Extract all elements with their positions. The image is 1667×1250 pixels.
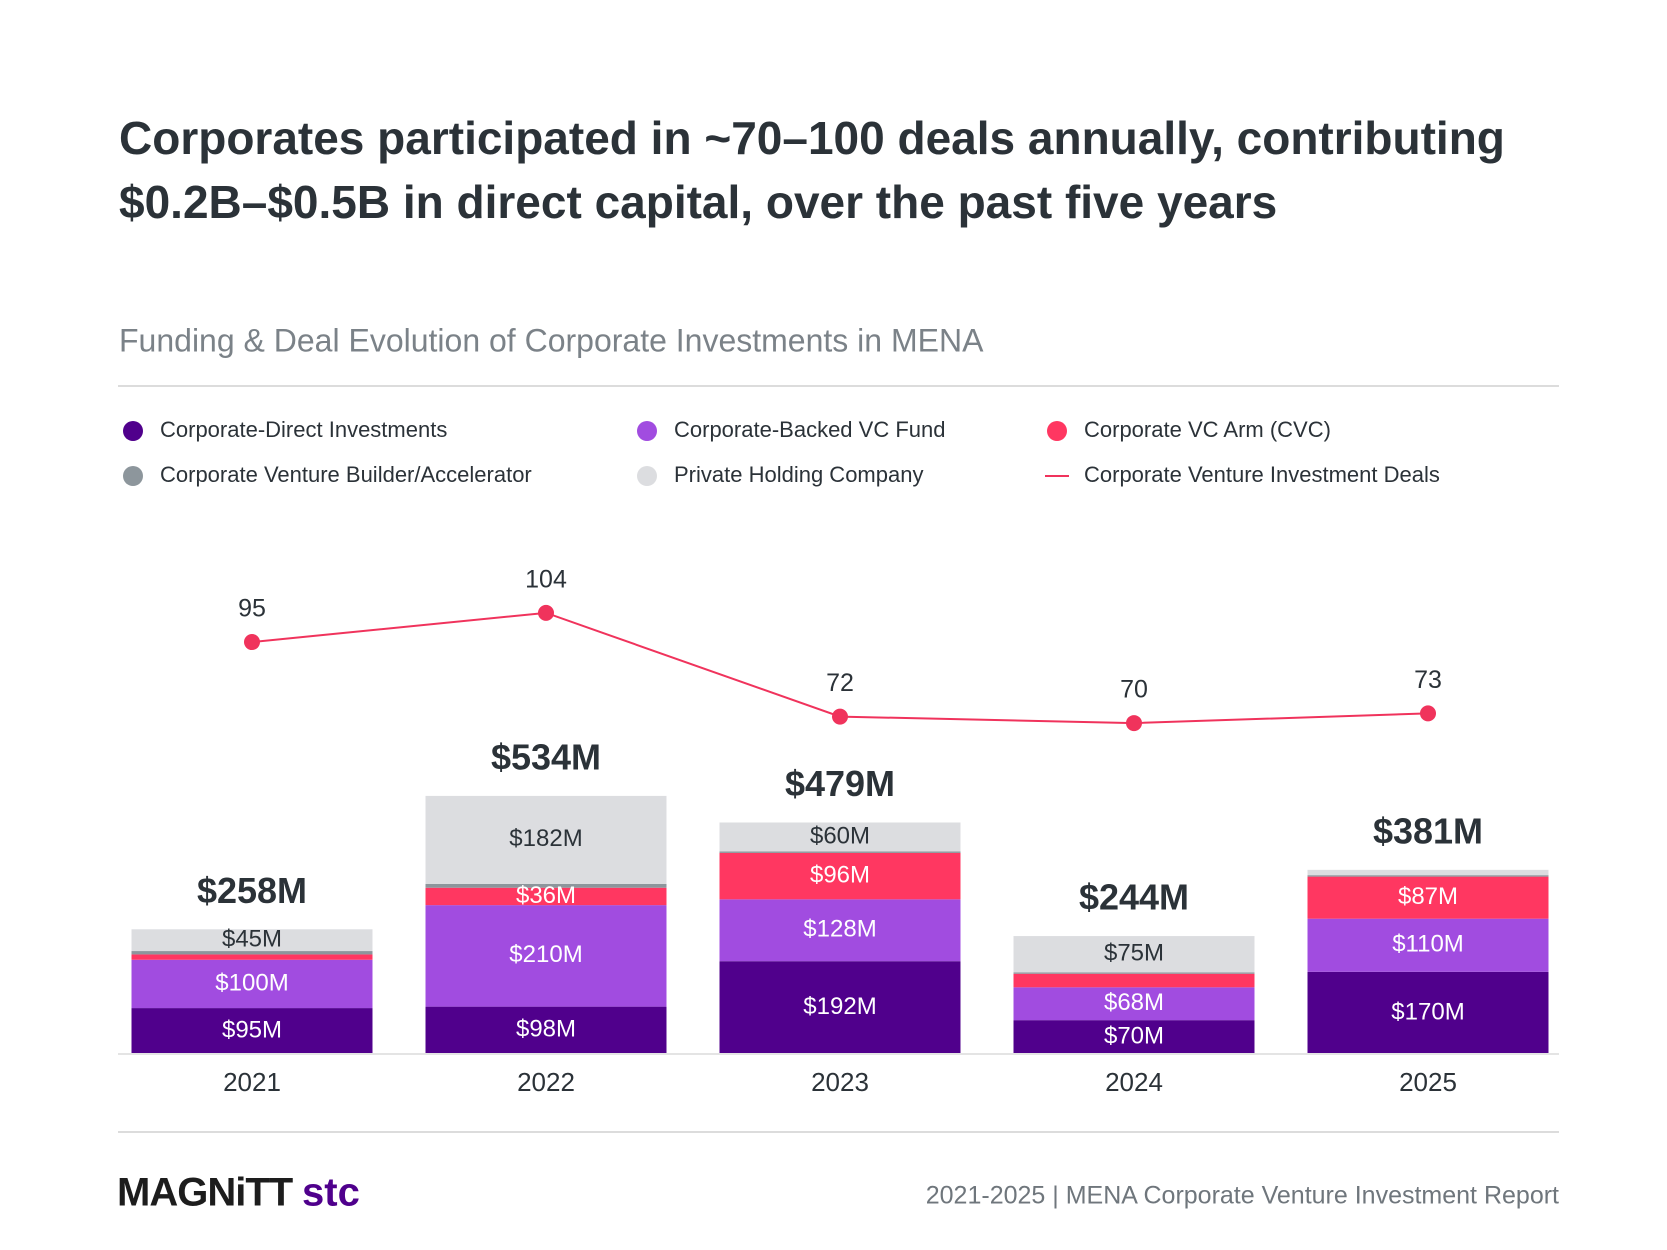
bar-segment: [425, 795, 667, 884]
headline: $0.2B–$0.5B in direct capital, over the …: [119, 176, 1277, 228]
data-label: $75M: [1104, 940, 1164, 967]
legend-marker: [637, 466, 657, 486]
legend-marker: [637, 421, 657, 441]
x-tick-label: 2024: [1105, 1067, 1163, 1097]
bar-segment: [1307, 869, 1549, 876]
bar-segment: [425, 887, 667, 906]
deals-label: 73: [1414, 666, 1442, 694]
bar-segment: [131, 954, 373, 960]
x-tick-label: 2025: [1399, 1067, 1457, 1097]
legend-label: Corporate Venture Builder/Accelerator: [160, 462, 532, 487]
legend-label: Private Holding Company: [674, 462, 923, 487]
deals-line: [251, 611, 1429, 725]
total-label: $534M: [491, 736, 601, 777]
data-label: $87M: [1398, 883, 1458, 910]
chart-title: Funding & Deal Evolution of Corporate In…: [119, 322, 984, 358]
data-label: $182M: [509, 825, 582, 852]
bar-segment: [425, 883, 667, 888]
legend-label: Corporate-Backed VC Fund: [674, 417, 945, 442]
deals-label: 70: [1120, 676, 1148, 704]
bar-segment: [425, 905, 667, 1007]
total-label: $381M: [1373, 810, 1483, 851]
x-tick-label: 2023: [811, 1067, 869, 1097]
data-label: $60M: [810, 822, 870, 849]
bar-segment: [719, 822, 961, 852]
data-label: $68M: [1104, 989, 1164, 1016]
bar-segment: [131, 1008, 373, 1054]
report-title: 2021-2025 | MENA Corporate Venture Inves…: [926, 1182, 1559, 1210]
legend-label: Corporate-Direct Investments: [160, 417, 447, 442]
data-label: $100M: [215, 969, 288, 996]
legend-marker: [1047, 421, 1067, 441]
x-tick-label: 2022: [517, 1067, 575, 1097]
deals-label: 95: [238, 595, 266, 623]
logo: stc: [302, 1171, 360, 1215]
legend-label: Corporate VC Arm (CVC): [1084, 417, 1331, 442]
bar-segment: [1013, 936, 1255, 973]
deals-point: [832, 708, 848, 725]
data-label: $45M: [222, 926, 282, 953]
logo: MAGNiTT: [117, 1171, 293, 1215]
deals-label: 104: [525, 565, 567, 593]
total-label: $258M: [197, 870, 307, 911]
legend-marker: [123, 421, 143, 441]
bar-segment: [719, 851, 961, 853]
data-label: $110M: [1392, 931, 1464, 958]
total-label: $479M: [785, 763, 895, 804]
deals-point: [1420, 705, 1436, 722]
headline: Corporates participated in ~70–100 deals…: [119, 112, 1505, 164]
data-label: $36M: [516, 882, 576, 909]
bar-segment: [719, 961, 961, 1054]
bar-segment: [1013, 972, 1255, 974]
data-label: $170M: [1391, 998, 1464, 1025]
deals-point: [538, 604, 554, 621]
bar-segment: [1307, 918, 1549, 972]
x-tick-label: 2021: [223, 1067, 281, 1097]
bar-segment: [1307, 971, 1549, 1054]
total-label: $244M: [1079, 877, 1189, 918]
data-label: $95M: [222, 1016, 282, 1043]
data-label: $96M: [810, 861, 870, 888]
bar-segment: [719, 899, 961, 962]
deals-label: 72: [826, 669, 854, 697]
legend-marker: [123, 466, 143, 486]
bar-segment: [1307, 876, 1549, 919]
data-label: $70M: [1104, 1022, 1164, 1049]
data-label: $192M: [803, 993, 876, 1020]
bar-segment: [131, 951, 373, 955]
data-label: $128M: [803, 916, 876, 943]
deals-point: [244, 634, 260, 651]
bar-segment: [1013, 987, 1255, 1021]
bar-segment: [1013, 1020, 1255, 1054]
bar-segment: [1307, 875, 1549, 877]
deals-point: [1126, 715, 1142, 732]
data-label: $210M: [509, 941, 582, 968]
bar-segment: [719, 852, 961, 900]
bar-segment: [1013, 973, 1255, 988]
bar-segment: [425, 1006, 667, 1054]
data-label: $98M: [516, 1016, 576, 1043]
bar-segment: [131, 929, 373, 952]
bar-segment: [131, 959, 373, 1009]
legend-label: Corporate Venture Investment Deals: [1084, 462, 1440, 487]
